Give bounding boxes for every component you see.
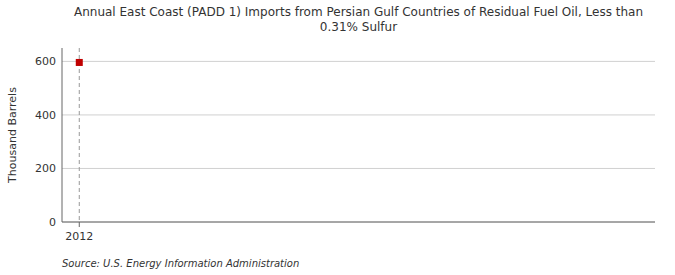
reference-line xyxy=(79,48,80,222)
point xyxy=(76,59,83,66)
y-tick-label: 600 xyxy=(35,55,56,68)
x-tick-label: 2012 xyxy=(65,230,93,243)
y-tick-label: 400 xyxy=(35,109,56,122)
y-axis-label: Thousand Barrels xyxy=(6,87,19,184)
grid-line xyxy=(62,61,655,62)
grid-line xyxy=(62,222,655,223)
plot-area xyxy=(76,48,83,222)
y-tick-label: 0 xyxy=(49,216,56,229)
y-tick-label: 200 xyxy=(35,162,56,175)
x-axis-line xyxy=(62,222,655,223)
grid-line xyxy=(62,168,655,169)
source-note: Source: U.S. Energy Information Administ… xyxy=(62,258,299,269)
title-line: 0.31% Sulfur xyxy=(320,20,397,34)
chart-svg: Annual East Coast (PADD 1) Imports from … xyxy=(0,0,675,275)
title-line: Annual East Coast (PADD 1) Imports from … xyxy=(74,5,643,19)
x-tick xyxy=(79,222,80,227)
chart-container: Annual East Coast (PADD 1) Imports from … xyxy=(0,0,675,275)
y-axis-line xyxy=(62,48,63,222)
grid-line xyxy=(62,114,655,115)
title: Annual East Coast (PADD 1) Imports from … xyxy=(74,5,643,34)
